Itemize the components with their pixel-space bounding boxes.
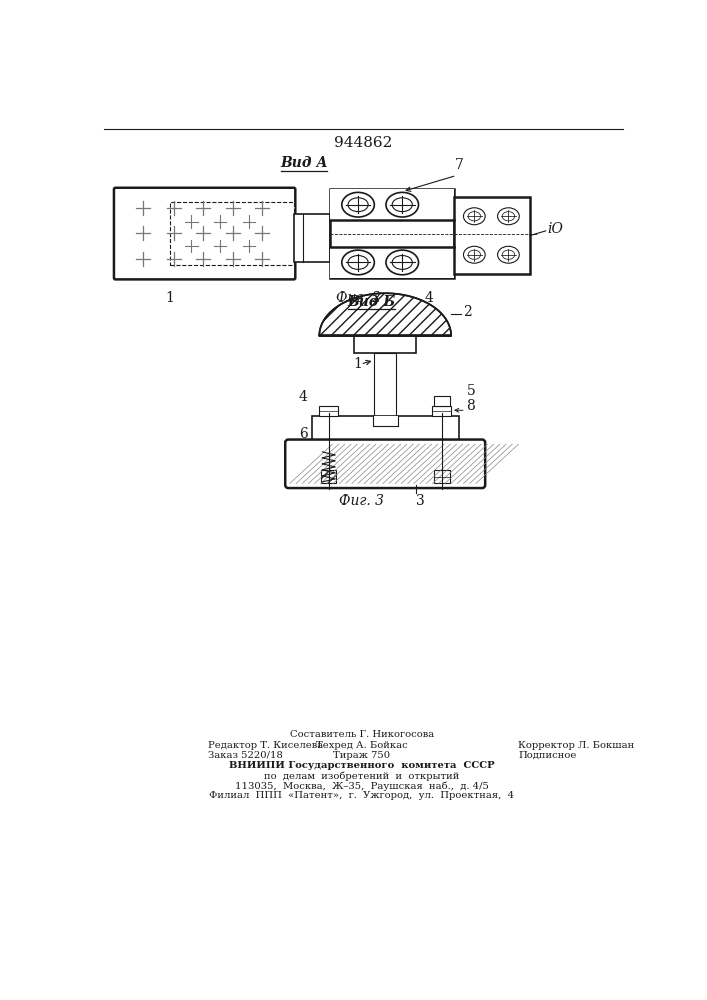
Bar <box>373 416 397 426</box>
Ellipse shape <box>468 250 481 259</box>
Bar <box>330 247 454 278</box>
Text: Заказ 5220/18: Заказ 5220/18 <box>209 751 284 760</box>
Text: 4: 4 <box>299 390 308 404</box>
Ellipse shape <box>502 212 515 221</box>
Text: Филиал  ППП  «Патент»,  г.  Ужгород,  ул.  Проектная,  4: Филиал ППП «Патент», г. Ужгород, ул. Про… <box>209 791 515 800</box>
Text: 3: 3 <box>416 494 424 508</box>
Bar <box>354 336 416 353</box>
Bar <box>170 202 293 265</box>
Bar <box>312 416 459 449</box>
FancyBboxPatch shape <box>114 188 296 279</box>
Bar <box>454 197 530 274</box>
Bar <box>293 214 330 262</box>
Text: 944862: 944862 <box>334 136 392 150</box>
Text: Подписное: Подписное <box>518 751 577 760</box>
Ellipse shape <box>386 250 419 275</box>
FancyBboxPatch shape <box>285 440 485 488</box>
Bar <box>433 406 451 416</box>
Ellipse shape <box>341 250 374 275</box>
Ellipse shape <box>502 250 515 259</box>
Bar <box>374 353 396 445</box>
Ellipse shape <box>468 212 481 221</box>
Ellipse shape <box>498 208 519 225</box>
Text: 113035,  Москва,  Ж–35,  Раушская  наб.,  д. 4/5: 113035, Москва, Ж–35, Раушская наб., д. … <box>235 781 489 791</box>
Text: 6: 6 <box>299 427 308 441</box>
Bar <box>321 470 337 483</box>
Text: 1: 1 <box>165 291 174 305</box>
Text: Вид Б: Вид Б <box>347 295 395 309</box>
Bar <box>434 396 450 406</box>
Ellipse shape <box>392 256 412 269</box>
Ellipse shape <box>392 198 412 212</box>
Text: 7: 7 <box>455 158 463 172</box>
Ellipse shape <box>464 208 485 225</box>
Ellipse shape <box>348 256 368 269</box>
Polygon shape <box>320 293 451 336</box>
Bar <box>330 189 454 278</box>
Ellipse shape <box>498 246 519 263</box>
Ellipse shape <box>341 192 374 217</box>
Text: Редактор Т. Киселева: Редактор Т. Киселева <box>209 741 324 750</box>
Bar <box>434 470 450 483</box>
Text: Составитель Г. Никогосова: Составитель Г. Никогосова <box>290 730 434 739</box>
Text: по  делам  изобретений  и  открытий: по делам изобретений и открытий <box>264 771 460 781</box>
Text: 8: 8 <box>467 399 475 413</box>
Text: 1: 1 <box>353 357 362 371</box>
Bar <box>330 189 454 220</box>
Text: iO: iO <box>547 222 563 236</box>
Text: Вид А: Вид А <box>280 156 327 170</box>
Text: 2: 2 <box>462 306 472 320</box>
Text: Фиг. 2: Фиг. 2 <box>336 291 380 305</box>
Text: 5: 5 <box>467 384 475 398</box>
Text: Тираж 750: Тираж 750 <box>334 751 390 760</box>
Text: Корректор Л. Бокшан: Корректор Л. Бокшан <box>518 741 635 750</box>
Text: 4: 4 <box>425 291 434 305</box>
Text: Фиг. 3: Фиг. 3 <box>339 494 385 508</box>
Ellipse shape <box>386 192 419 217</box>
Bar <box>320 406 338 416</box>
Ellipse shape <box>348 198 368 212</box>
Text: ВНИИПИ Государственного  комитета  СССР: ВНИИПИ Государственного комитета СССР <box>229 761 495 770</box>
Ellipse shape <box>464 246 485 263</box>
Text: Техред А. Бойкас: Техред А. Бойкас <box>316 741 408 750</box>
